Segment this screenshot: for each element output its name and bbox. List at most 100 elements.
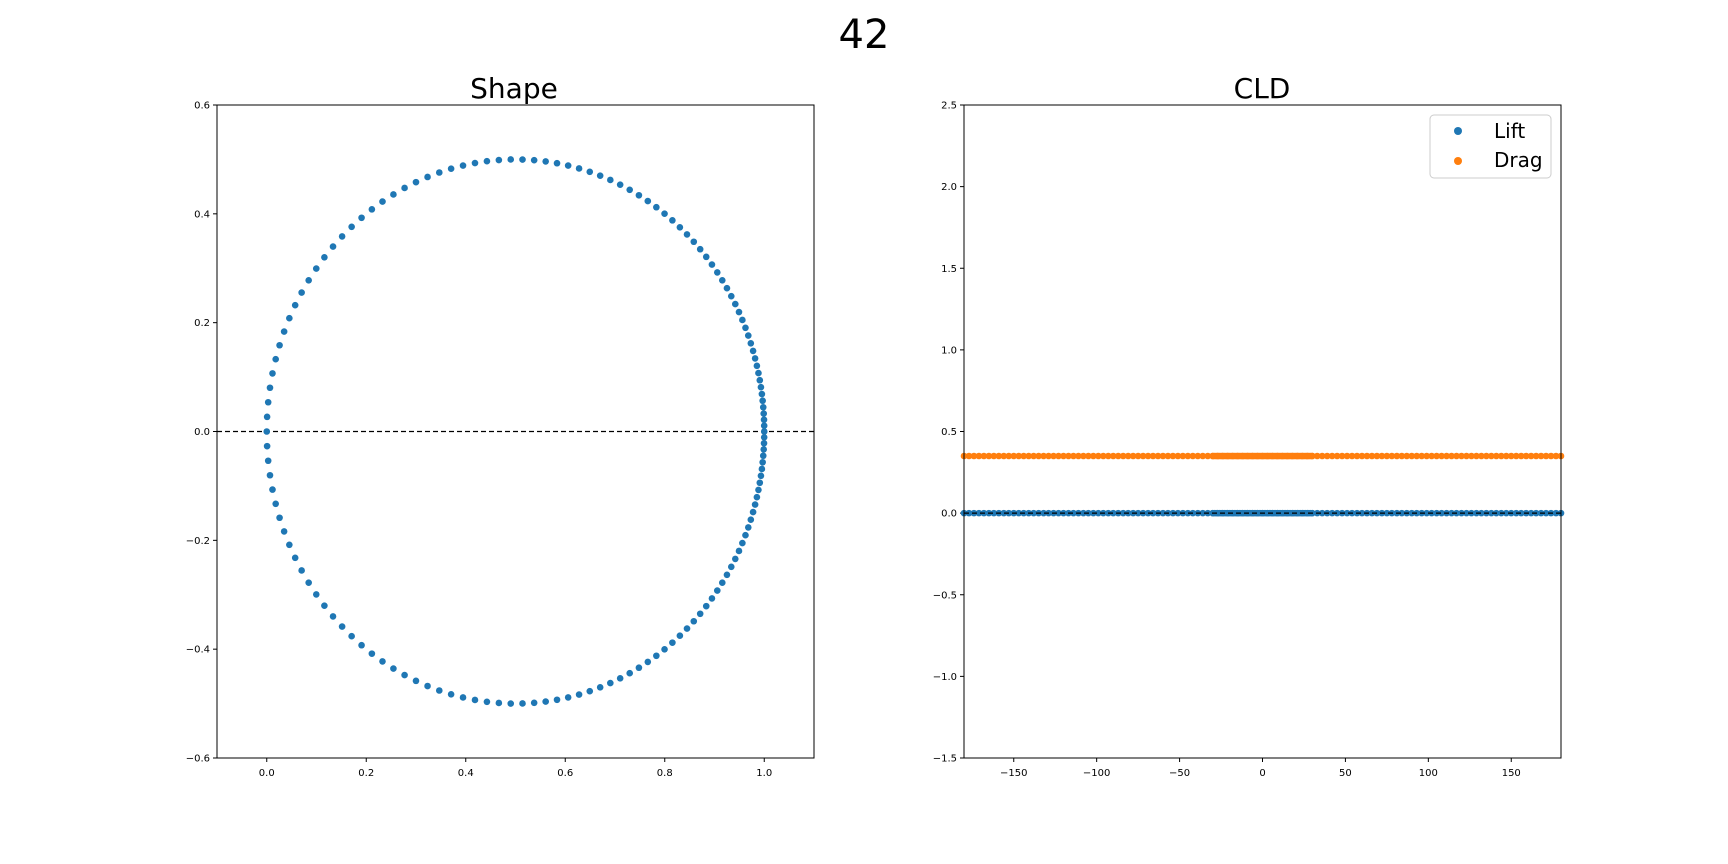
shape-y-tick-label: −0.2 bbox=[186, 536, 210, 547]
shape-point bbox=[758, 465, 766, 473]
shape-point bbox=[358, 214, 365, 222]
cld-point-drag bbox=[1124, 452, 1132, 460]
cld-point-drag bbox=[1542, 452, 1550, 460]
shape-point bbox=[401, 671, 408, 679]
shape-point bbox=[368, 206, 376, 213]
cld-point-lift bbox=[1448, 509, 1455, 517]
shape-point bbox=[742, 324, 749, 332]
shape-plot-title: Shape bbox=[470, 72, 558, 105]
shape-point bbox=[542, 158, 549, 165]
shape-point bbox=[379, 198, 386, 205]
cld-point-drag bbox=[1090, 452, 1097, 460]
cld-point-drag bbox=[1458, 452, 1465, 460]
shape-point bbox=[272, 355, 279, 363]
cld-point-drag bbox=[1184, 452, 1192, 460]
cld-point-lift bbox=[1408, 509, 1416, 517]
cld-point-drag bbox=[1100, 452, 1107, 460]
cld-point-lift bbox=[1030, 509, 1037, 517]
shape-point bbox=[739, 539, 746, 547]
cld-point-drag bbox=[1363, 452, 1371, 460]
shape-point bbox=[272, 500, 279, 508]
cld-point-lift bbox=[1358, 509, 1366, 517]
shape-point bbox=[401, 184, 408, 192]
shape-point bbox=[749, 347, 757, 355]
cld-point-drag bbox=[1129, 452, 1137, 460]
cld-point-drag bbox=[1483, 452, 1490, 460]
cld-point-drag bbox=[1025, 452, 1032, 460]
shape-point bbox=[519, 156, 526, 163]
shape-point bbox=[483, 698, 491, 706]
cld-point-lift bbox=[1368, 509, 1376, 517]
shape-point bbox=[390, 191, 397, 198]
cld-point-lift bbox=[1174, 509, 1182, 517]
cld-point-drag bbox=[1552, 452, 1560, 460]
cld-points bbox=[960, 452, 1565, 517]
cld-point-drag bbox=[1393, 452, 1401, 460]
shape-point bbox=[676, 223, 684, 231]
cld-point-drag bbox=[1463, 452, 1470, 460]
cld-point-drag bbox=[1428, 452, 1435, 460]
shape-point bbox=[635, 664, 643, 672]
cld-point-drag bbox=[1537, 452, 1545, 460]
cld-point-drag bbox=[1333, 452, 1341, 460]
shape-point bbox=[329, 613, 337, 620]
cld-point-drag bbox=[995, 452, 1003, 460]
cld-point-drag bbox=[1403, 452, 1411, 460]
shape-point bbox=[338, 623, 346, 630]
shape-point bbox=[731, 300, 739, 308]
shape-point bbox=[263, 413, 271, 421]
cld-point-drag bbox=[1313, 452, 1321, 460]
shape-point bbox=[644, 658, 652, 666]
cld-point-drag bbox=[1075, 452, 1082, 460]
shape-point bbox=[348, 632, 355, 640]
shape-point bbox=[266, 384, 274, 392]
shape-point bbox=[507, 156, 515, 163]
cld-point-lift bbox=[1423, 509, 1430, 517]
shape-point bbox=[298, 289, 305, 296]
cld-point-lift bbox=[1040, 509, 1047, 517]
shape-point bbox=[744, 332, 752, 339]
figure-title: 42 bbox=[839, 12, 890, 58]
cld-point-drag bbox=[1144, 452, 1152, 460]
shape-point bbox=[760, 446, 768, 453]
cld-point-drag bbox=[1030, 452, 1037, 460]
cld-y-tick-label: −1.5 bbox=[933, 754, 957, 765]
shape-x-tick-label: 0.4 bbox=[458, 768, 474, 779]
shape-y-tick-label: −0.4 bbox=[186, 645, 210, 656]
cld-point-drag bbox=[1095, 452, 1102, 460]
shape-x-tick-label: 0.2 bbox=[358, 768, 374, 779]
cld-plot-title: CLD bbox=[1234, 72, 1291, 105]
cld-point-drag bbox=[1119, 452, 1127, 460]
shape-point bbox=[280, 528, 288, 535]
cld-point-drag bbox=[1522, 452, 1530, 460]
cld-point-drag bbox=[1159, 452, 1167, 460]
cld-point-drag bbox=[1065, 452, 1072, 460]
shape-point bbox=[702, 602, 710, 610]
legend-label-lift: Lift bbox=[1494, 119, 1525, 143]
shape-point bbox=[760, 410, 768, 417]
cld-point-drag bbox=[985, 452, 993, 460]
cld-point-drag bbox=[1488, 452, 1495, 460]
shape-point bbox=[731, 555, 739, 563]
shape-point bbox=[607, 679, 614, 687]
shape-point bbox=[471, 696, 479, 704]
cld-point-lift bbox=[1149, 509, 1157, 517]
cld-point-drag bbox=[1070, 452, 1077, 460]
cld-point-drag bbox=[1418, 452, 1425, 460]
cld-point-lift bbox=[1080, 509, 1087, 517]
cld-y-tick-label: 0.0 bbox=[941, 509, 957, 520]
shape-point bbox=[727, 292, 735, 300]
shape-point bbox=[412, 178, 420, 186]
shape-point bbox=[727, 563, 735, 571]
shape-axis-ticks: 0.0 0.2 0.4 0.6 0.8 1.0 −0.6 −0.4 −0.2 0.0 0.2 0.4 0… bbox=[186, 101, 773, 780]
cld-point-drag bbox=[1338, 452, 1346, 460]
shape-point bbox=[742, 531, 749, 539]
shape-point bbox=[696, 245, 704, 253]
shape-point bbox=[760, 428, 768, 435]
cld-point-drag bbox=[1085, 452, 1092, 460]
shape-point bbox=[575, 165, 583, 172]
shape-point bbox=[661, 210, 668, 217]
shape-point bbox=[305, 579, 312, 586]
cld-y-tick-label: 1.0 bbox=[941, 345, 957, 356]
cld-point-drag bbox=[1154, 452, 1162, 460]
